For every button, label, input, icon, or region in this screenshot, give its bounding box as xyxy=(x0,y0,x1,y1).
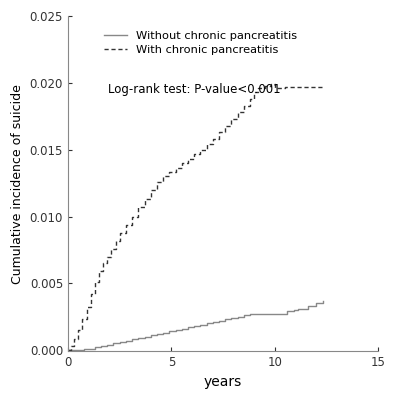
Y-axis label: Cumulative incidence of suicide: Cumulative incidence of suicide xyxy=(11,84,24,284)
Legend: Without chronic pancreatitis, With chronic pancreatitis: Without chronic pancreatitis, With chron… xyxy=(98,25,303,60)
Text: Log-rank test: P-value<0.001: Log-rank test: P-value<0.001 xyxy=(108,83,281,96)
X-axis label: years: years xyxy=(204,375,242,389)
